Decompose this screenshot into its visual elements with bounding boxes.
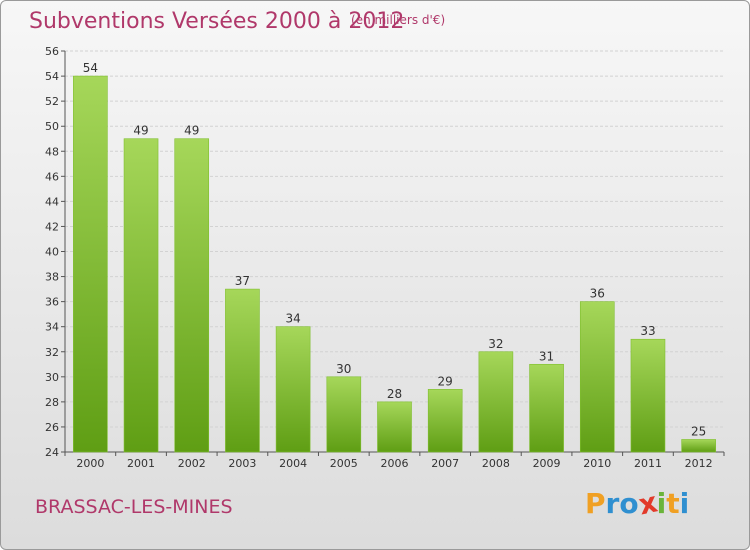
data-label-2001: 49 — [133, 124, 148, 138]
bar-2010 — [579, 301, 615, 453]
y-tick-label: 26 — [45, 421, 59, 434]
data-label-2008: 32 — [488, 337, 503, 351]
bar-2004 — [275, 326, 311, 453]
y-tick-label: 50 — [45, 120, 59, 133]
chart-subtitle: (en milliers d'€) — [351, 13, 446, 27]
data-label-2006: 28 — [387, 387, 402, 401]
y-tick-label: 48 — [45, 145, 59, 158]
x-tick-label-2007: 2007 — [431, 457, 459, 470]
labels: 24 26 28 30 32 34 36 38 40 42 44 46 48 50 52 54 56 54 2000… — [45, 45, 713, 470]
x-tick-label-2003: 2003 — [228, 457, 256, 470]
logo-letter: r — [605, 487, 620, 520]
bar-2000 — [73, 75, 108, 453]
bar-2005 — [326, 376, 362, 453]
bar-2003 — [225, 288, 260, 453]
logo-letter: t — [666, 487, 680, 520]
x-tick-label-2004: 2004 — [279, 457, 307, 470]
data-label-2009: 31 — [539, 349, 554, 363]
data-label-2010: 36 — [590, 287, 605, 301]
y-tick-label: 38 — [45, 271, 59, 284]
y-tick-label: 40 — [45, 246, 59, 259]
data-label-2000: 54 — [83, 61, 98, 75]
bar-2002 — [174, 138, 210, 453]
data-label-2007: 29 — [438, 374, 453, 388]
y-tick-label: 42 — [45, 220, 59, 233]
chart-title: Subventions Versées 2000 à 2012 — [29, 9, 405, 34]
y-tick-label: 36 — [45, 296, 59, 309]
y-tick-label: 28 — [45, 396, 59, 409]
logo-letter: i — [679, 487, 690, 520]
x-tick-label-2005: 2005 — [330, 457, 358, 470]
x-tick-label-2000: 2000 — [76, 457, 104, 470]
x-tick-label-2010: 2010 — [583, 457, 611, 470]
y-tick-label: 24 — [45, 446, 59, 459]
logo-letter: P — [585, 487, 606, 520]
y-tick-label: 44 — [45, 195, 59, 208]
x-tick-label-2006: 2006 — [381, 457, 409, 470]
x-tick-label-2009: 2009 — [533, 457, 561, 470]
y-tick-label: 54 — [45, 70, 59, 83]
data-label-2004: 34 — [285, 312, 300, 326]
y-tick-label: 34 — [45, 321, 59, 334]
logo-letter: i — [656, 487, 667, 520]
data-label-2005: 30 — [336, 362, 351, 376]
data-label-2003: 37 — [235, 274, 250, 288]
bar-2009 — [529, 363, 564, 453]
data-label-2011: 33 — [640, 324, 655, 338]
data-label-2002: 49 — [184, 124, 199, 138]
commune-name: BRASSAC-LES-MINES — [35, 496, 233, 518]
x-tick-label-2002: 2002 — [178, 457, 206, 470]
x-tick-label-2011: 2011 — [634, 457, 662, 470]
bar-2012 — [681, 439, 716, 453]
bar-2006 — [377, 401, 412, 453]
y-tick-label: 30 — [45, 371, 59, 384]
y-tick-label: 56 — [45, 45, 59, 58]
bars — [73, 75, 716, 453]
y-tick-label: 46 — [45, 170, 59, 183]
x-tick-label-2001: 2001 — [127, 457, 155, 470]
data-label-2012: 25 — [691, 424, 706, 438]
x-tick-label-2012: 2012 — [685, 457, 713, 470]
bar-2011 — [630, 338, 666, 453]
y-tick-label: 32 — [45, 346, 59, 359]
bar-2007 — [427, 389, 463, 453]
bar-2008 — [478, 351, 514, 453]
proxiti-logo: Proxiti — [585, 485, 690, 521]
bar-2001 — [123, 138, 159, 453]
logo-letter: o — [619, 487, 639, 520]
x-tick-label-2008: 2008 — [482, 457, 510, 470]
y-tick-label: 52 — [45, 95, 59, 108]
